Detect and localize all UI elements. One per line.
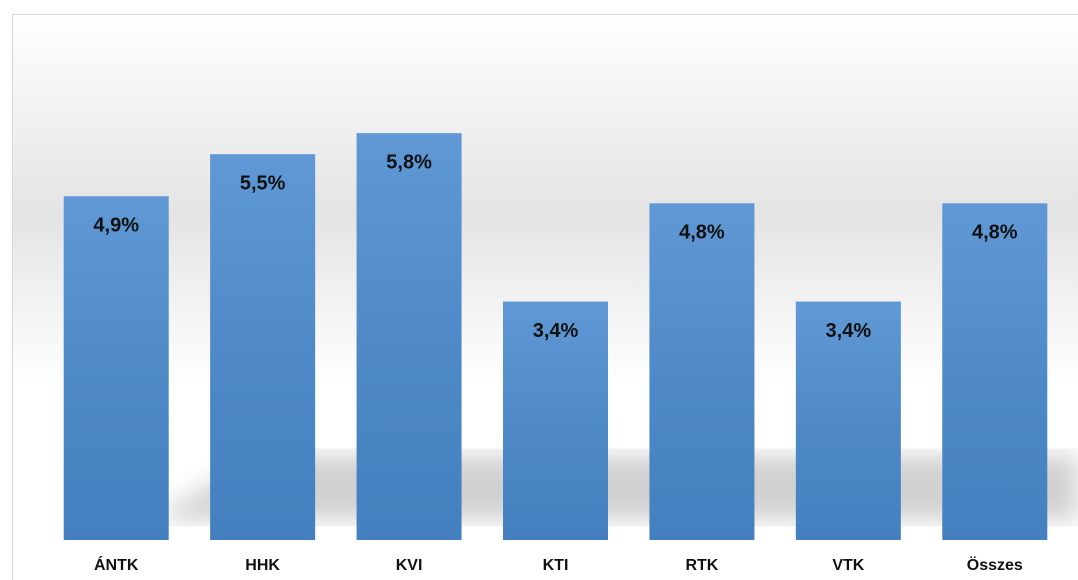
x-tick-label: RTK [685,557,718,574]
x-tick-label: KVI [396,557,423,574]
data-label: 5,8% [386,151,432,173]
data-label: 4,8% [972,222,1018,244]
data-label: 4,9% [93,215,139,237]
data-label: 5,5% [240,172,286,194]
data-label: 4,8% [679,222,725,244]
bar-shade [63,196,169,541]
x-tick-label: VTK [832,557,864,574]
bar-shade [356,133,462,540]
bar-shade [503,301,608,540]
bar-shade [210,154,316,540]
x-tick-label: Összes [967,555,1023,574]
data-label: 3,4% [826,320,872,342]
x-tick-label: KTI [543,557,569,574]
bar-shade [942,203,1048,541]
bar-shade [649,203,755,541]
bar-shade [795,301,901,540]
data-label: 3,4% [533,320,579,342]
x-tick-label: HHK [245,557,280,574]
x-tick-label: ÁNTK [94,555,139,574]
